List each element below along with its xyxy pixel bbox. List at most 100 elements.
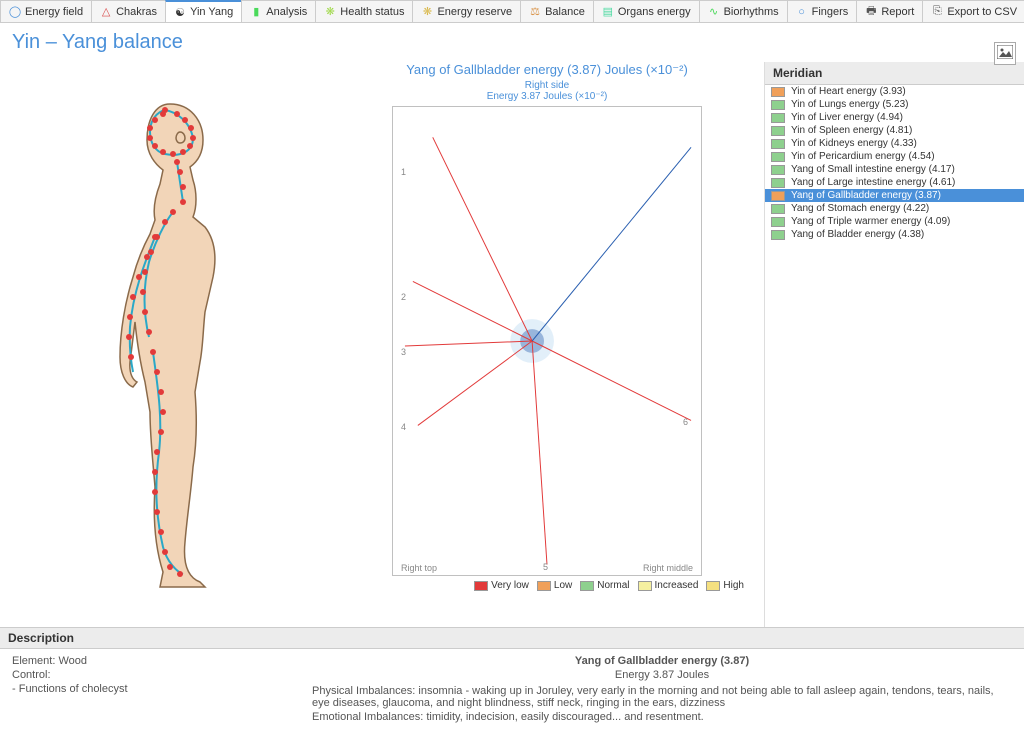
meridian-label: Yin of Liver energy (4.94) (791, 112, 903, 123)
axis-label: 5 (543, 562, 548, 572)
legend-swatch (580, 581, 594, 591)
tab-chakras[interactable]: △Chakras (91, 0, 166, 22)
body-svg (0, 62, 330, 622)
radar-bottom-left-label: Right top (401, 563, 437, 573)
meridian-label: Yang of Bladder energy (4.38) (791, 229, 924, 240)
legend-item: Increased (638, 580, 699, 591)
meridian-item[interactable]: Yang of Bladder energy (4.38) (765, 228, 1024, 241)
meridian-label: Yang of Stomach energy (4.22) (791, 203, 929, 214)
tab-balance[interactable]: ⚖Balance (520, 0, 594, 22)
tab-health-status[interactable]: ❋ Health status (315, 0, 413, 22)
tab-label: Health status (340, 6, 404, 18)
main-area: Yang of Gallbladder energy (3.87) Joules… (0, 62, 1024, 627)
tab-label: Analysis (266, 6, 307, 18)
axis-label: 4 (401, 422, 406, 432)
tab-label: Energy field (25, 6, 83, 18)
meridian-item[interactable]: Yin of Spleen energy (4.81) (765, 124, 1024, 137)
meridian-item[interactable]: Yang of Triple warmer energy (4.09) (765, 215, 1024, 228)
tab-icon: ○ (796, 6, 808, 18)
meridian-swatch (771, 87, 785, 97)
legend-item: High (706, 580, 744, 591)
meridian-swatch (771, 191, 785, 201)
meridian-swatch (771, 204, 785, 214)
meridian-swatch (771, 152, 785, 162)
legend-swatch (638, 581, 652, 591)
tab-icon: ▤ (602, 6, 614, 18)
desc-element: Element: Wood (12, 655, 272, 667)
legend-label: High (723, 580, 744, 591)
meridian-label: Yin of Heart energy (3.93) (791, 86, 906, 97)
desc-heading1: Yang of Gallbladder energy (3.87) (312, 655, 1012, 667)
tab-analysis[interactable]: ▮ Analysis (241, 0, 316, 22)
axis-label: 2 (401, 292, 406, 302)
legend-item: Normal (580, 580, 629, 591)
meridian-item[interactable]: Yang of Stomach energy (4.22) (765, 202, 1024, 215)
tab-icon: ❋ (324, 6, 336, 18)
meridian-swatch (771, 165, 785, 175)
meridian-label: Yin of Pericardium energy (4.54) (791, 151, 935, 162)
meridian-item[interactable]: Yang of Gallbladder energy (3.87) (765, 189, 1024, 202)
legend-label: Very low (491, 580, 529, 591)
tab-yin-yang[interactable]: ☯ Yin Yang (165, 0, 242, 22)
tab-biorhythms[interactable]: ∿ Biorhythms (699, 0, 788, 22)
meridian-swatch (771, 113, 785, 123)
tab-label: Organs energy (618, 6, 691, 18)
tab-export-to-csv[interactable]: ⎘Export to CSV (922, 0, 1024, 22)
meridian-swatch (771, 217, 785, 227)
chart-panel: Yang of Gallbladder energy (3.87) Joules… (330, 62, 764, 627)
meridian-item[interactable]: Yin of Liver energy (4.94) (765, 111, 1024, 124)
meridian-item[interactable]: Yang of Large intestine energy (4.61) (765, 176, 1024, 189)
meridian-label: Yang of Large intestine energy (4.61) (791, 177, 955, 188)
tab-icon: 🖶 (865, 6, 877, 18)
meridian-item[interactable]: Yang of Small intestine energy (4.17) (765, 163, 1024, 176)
tab-icon: ◯ (9, 6, 21, 18)
chart-title: Yang of Gallbladder energy (3.87) Joules… (340, 62, 754, 78)
meridian-item[interactable]: Yin of Heart energy (3.93) (765, 85, 1024, 98)
picture-icon (997, 45, 1013, 59)
tab-organs-energy[interactable]: ▤ Organs energy (593, 0, 700, 22)
meridian-label: Yang of Gallbladder energy (3.87) (791, 190, 941, 201)
meridian-swatch (771, 230, 785, 240)
radar-chart: 123456 Right top Right middle (392, 106, 702, 576)
tab-icon: ☯ (174, 6, 186, 18)
desc-emotional: Emotional Imbalances: timidity, indecisi… (312, 711, 1012, 723)
meridian-item[interactable]: Yin of Kidneys energy (4.33) (765, 137, 1024, 150)
description-panel: Description Element: Wood Control: - Fun… (0, 627, 1024, 737)
tab-fingers[interactable]: ○Fingers (787, 0, 858, 22)
desc-control: Control: (12, 669, 272, 681)
tab-report[interactable]: 🖶 Report (856, 0, 923, 22)
meridian-swatch (771, 126, 785, 136)
tab-label: Biorhythms (724, 6, 779, 18)
meridian-swatch (771, 100, 785, 110)
legend-label: Low (554, 580, 572, 591)
axis-label: 1 (401, 167, 406, 177)
desc-physical: Physical Imbalances: insomnia - waking u… (312, 685, 1012, 709)
legend-swatch (474, 581, 488, 591)
tabs-bar: ◯ Energy field △Chakras ☯ Yin Yang ▮ Analysis ❋… (0, 0, 1024, 23)
radar-bottom-right-label: Right middle (643, 563, 693, 573)
body-diagram-panel (0, 62, 330, 627)
tab-icon: △ (100, 6, 112, 18)
legend-row: Very low Low Normal Increased High (340, 576, 754, 591)
tab-label: Report (881, 6, 914, 18)
legend-swatch (537, 581, 551, 591)
tab-label: Energy reserve (437, 6, 512, 18)
legend-item: Very low (474, 580, 529, 591)
tab-label: Yin Yang (190, 6, 233, 18)
desc-functions: - Functions of cholecyst (12, 683, 272, 695)
meridian-item[interactable]: Yin of Pericardium energy (4.54) (765, 150, 1024, 163)
meridian-label: Yin of Lungs energy (5.23) (791, 99, 908, 110)
image-export-button[interactable] (994, 42, 1016, 65)
tab-icon: ∿ (708, 6, 720, 18)
tab-label: Export to CSV (947, 6, 1017, 18)
meridian-label: Yin of Spleen energy (4.81) (791, 125, 912, 136)
meridian-item[interactable]: Yin of Lungs energy (5.23) (765, 98, 1024, 111)
meridian-label: Yin of Kidneys energy (4.33) (791, 138, 917, 149)
tab-energy-reserve[interactable]: ❋Energy reserve (412, 0, 521, 22)
tab-energy-field[interactable]: ◯ Energy field (0, 0, 92, 22)
tab-label: Balance (545, 6, 585, 18)
meridian-label: Yang of Small intestine energy (4.17) (791, 164, 955, 175)
tab-icon: ▮ (250, 6, 262, 18)
page-title: Yin – Yang balance (0, 23, 1024, 62)
description-left: Element: Wood Control: - Functions of ch… (12, 655, 272, 725)
